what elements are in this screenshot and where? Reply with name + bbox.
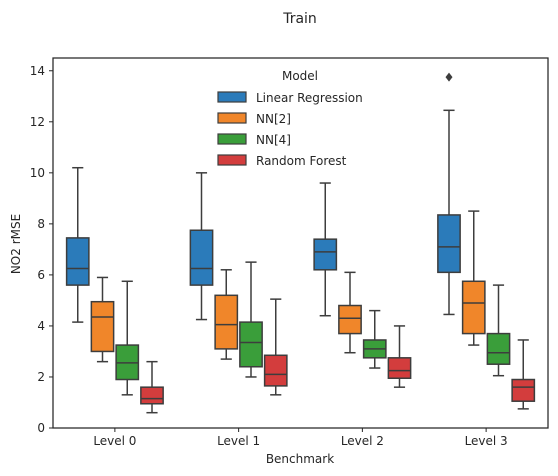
box-body [90,300,115,353]
y-tick-label: 4 [37,319,45,333]
box-3-2 [486,284,511,377]
box-body [189,229,214,286]
y-axis-label: NO2 rMSE [9,214,23,274]
box-1-0 [189,172,214,321]
box-body [140,386,164,405]
box-body [338,304,362,335]
box-3-1 [461,210,486,346]
legend-label: Linear Regression [256,91,363,105]
box-0-3 [140,360,164,414]
axes: 0 2 4 6 8 10 12 14 Level 0 Level 1 Level 2 Level 3 [30,64,508,448]
x-tick-label: Level 3 [465,434,508,448]
y-tick-label: 12 [30,115,45,129]
legend-label: Random Forest [256,154,347,168]
box-0-0 [65,166,90,323]
plot-area [65,72,536,414]
box-2-1 [338,271,362,354]
box-body [437,214,461,274]
box-2-2 [362,309,387,369]
box-0-1 [90,276,115,363]
legend-title: Model [282,69,318,83]
box-body [387,357,412,379]
box-1-3 [263,298,288,396]
box-2-0 [313,182,338,317]
box-body [263,354,288,387]
y-tick-label: 6 [37,268,45,282]
box-body [461,280,486,335]
box-1-1 [214,269,239,360]
box-body [65,237,90,286]
y-tick-label: 0 [37,421,45,435]
plot-frame [52,57,549,429]
legend-label: NN[2] [256,112,291,126]
box-3-3 [511,339,536,410]
y-tick-label: 2 [37,370,45,384]
chart-title: Train [282,11,317,27]
box-body [239,321,263,368]
x-tick-label: Level 2 [341,434,384,448]
box-body [214,294,239,350]
y-tick-label: 10 [30,166,45,180]
legend-swatch [217,154,247,166]
box-body [486,332,511,365]
x-axis-label: Benchmark [266,452,334,466]
legend-label: NN[4] [256,133,291,147]
box-2-3 [387,325,412,388]
box-3-0 [437,72,461,316]
legend-swatch [217,91,247,103]
box-body [313,238,338,271]
legend-swatch [217,112,247,124]
y-tick-label: 14 [30,64,45,78]
box-1-2 [239,261,263,378]
outlier-point [445,72,453,82]
x-tick-label: Level 0 [93,434,136,448]
box-body [511,378,536,402]
y-tick-label: 8 [37,217,45,231]
legend-swatch [217,133,247,145]
x-tick-label: Level 1 [217,434,260,448]
box-0-2 [115,280,140,396]
legend: Model Linear Regression NN[2] NN[4] Random F… [217,69,363,168]
